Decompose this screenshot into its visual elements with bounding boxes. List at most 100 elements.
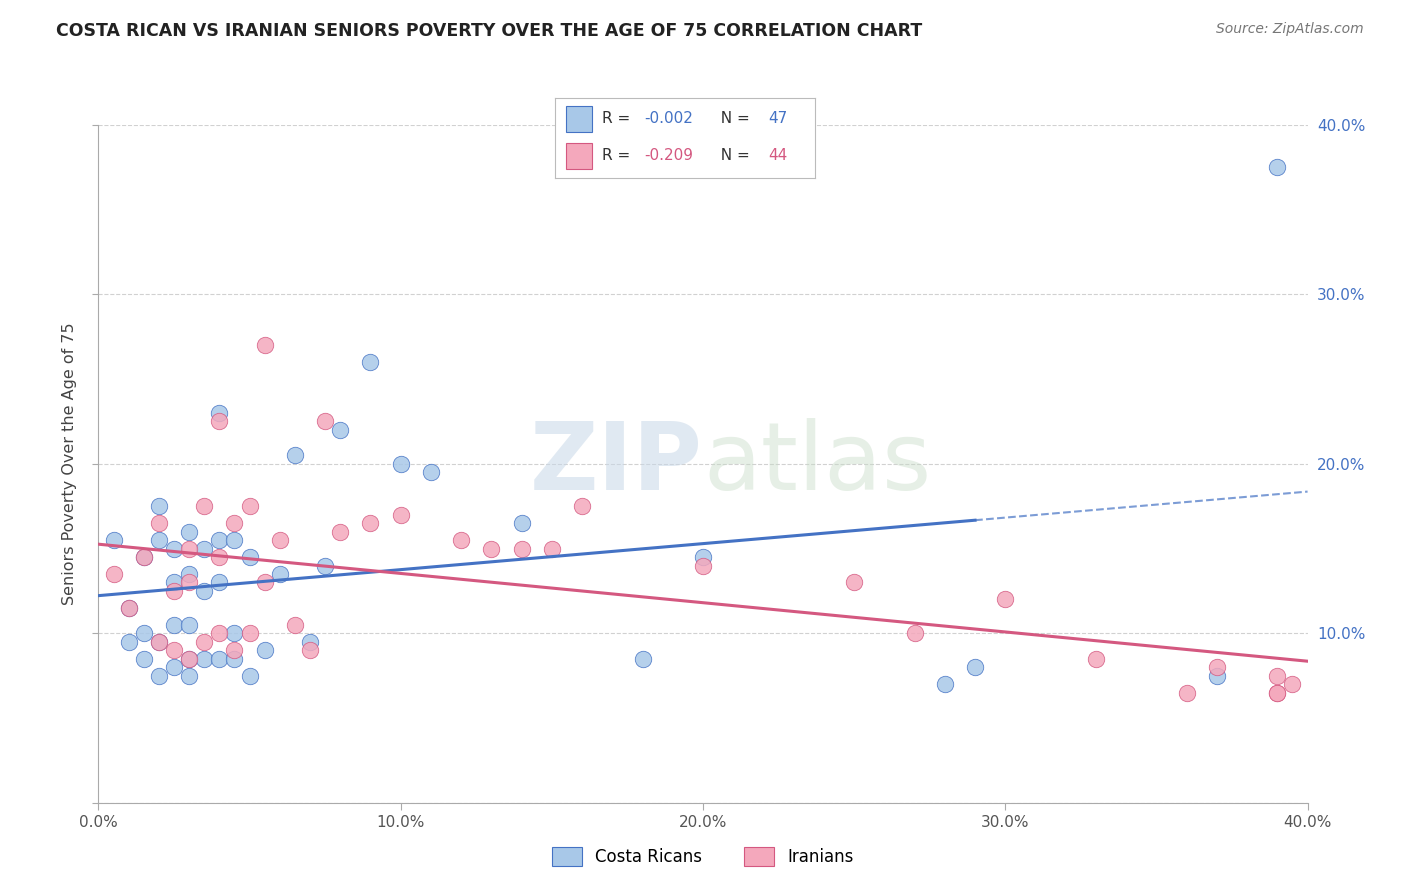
Point <box>965 660 987 674</box>
Point <box>163 584 186 599</box>
Bar <box>565 143 592 169</box>
Point <box>224 651 246 665</box>
Text: COSTA RICAN VS IRANIAN SENIORS POVERTY OVER THE AGE OF 75 CORRELATION CHART: COSTA RICAN VS IRANIAN SENIORS POVERTY O… <box>56 22 922 40</box>
Point <box>239 669 262 683</box>
Point <box>103 567 125 582</box>
Point <box>193 584 215 599</box>
Point <box>179 541 201 556</box>
Point <box>224 643 246 657</box>
Point <box>1267 161 1289 175</box>
Point <box>389 457 412 471</box>
Point <box>314 415 336 429</box>
Point <box>360 355 382 369</box>
Point <box>118 635 141 649</box>
Point <box>314 558 336 573</box>
Point <box>239 549 262 565</box>
Point <box>631 651 654 665</box>
Point <box>132 549 155 565</box>
Text: R =: R = <box>602 148 636 163</box>
Text: N =: N = <box>711 148 755 163</box>
Point <box>1267 685 1289 699</box>
Text: -0.209: -0.209 <box>644 148 693 163</box>
Point <box>450 533 472 548</box>
Point <box>1175 685 1198 699</box>
Point <box>179 575 201 590</box>
Point <box>132 651 155 665</box>
Point <box>148 500 170 514</box>
Point <box>179 567 201 582</box>
Point <box>253 643 276 657</box>
Point <box>571 500 593 514</box>
Point <box>179 651 201 665</box>
Point <box>224 626 246 640</box>
Text: R =: R = <box>602 112 636 127</box>
Point <box>193 635 215 649</box>
Point <box>934 677 956 691</box>
Point <box>208 533 231 548</box>
Point <box>118 601 141 615</box>
Point <box>179 651 201 665</box>
Point <box>148 533 170 548</box>
Point <box>208 406 231 420</box>
Point <box>163 643 186 657</box>
Point <box>284 618 307 632</box>
Point <box>179 669 201 683</box>
Y-axis label: Seniors Poverty Over the Age of 75: Seniors Poverty Over the Age of 75 <box>62 323 77 605</box>
Point <box>193 541 215 556</box>
Point <box>510 541 533 556</box>
Point <box>193 651 215 665</box>
Point <box>239 626 262 640</box>
Point <box>179 524 201 539</box>
Point <box>148 669 170 683</box>
Point <box>163 575 186 590</box>
Point <box>148 516 170 530</box>
Point <box>540 541 562 556</box>
Point <box>224 533 246 548</box>
Point <box>1281 677 1303 691</box>
Point <box>163 618 186 632</box>
Point <box>1267 685 1289 699</box>
Point <box>103 533 125 548</box>
Text: -0.002: -0.002 <box>644 112 693 127</box>
Text: Source: ZipAtlas.com: Source: ZipAtlas.com <box>1216 22 1364 37</box>
Point <box>148 635 170 649</box>
Point <box>329 423 352 437</box>
Point <box>163 660 186 674</box>
Point <box>253 338 276 352</box>
Point <box>844 575 866 590</box>
Point <box>163 541 186 556</box>
Text: ZIP: ZIP <box>530 417 703 510</box>
Point <box>284 449 307 463</box>
Point <box>208 651 231 665</box>
Point <box>224 516 246 530</box>
Point <box>329 524 352 539</box>
Point <box>269 567 291 582</box>
Point <box>208 626 231 640</box>
Point <box>692 549 714 565</box>
Point <box>420 466 443 480</box>
Text: 47: 47 <box>769 112 787 127</box>
Point <box>193 500 215 514</box>
Text: atlas: atlas <box>703 417 931 510</box>
Point <box>1085 651 1108 665</box>
Bar <box>565 106 592 132</box>
Point <box>239 500 262 514</box>
Point <box>118 601 141 615</box>
Point <box>389 508 412 522</box>
Point <box>299 635 322 649</box>
Point <box>360 516 382 530</box>
Point <box>132 549 155 565</box>
Point <box>299 643 322 657</box>
Point <box>1267 669 1289 683</box>
Point <box>208 575 231 590</box>
Point <box>481 541 503 556</box>
Point <box>269 533 291 548</box>
Point <box>904 626 927 640</box>
Legend: Costa Ricans, Iranians: Costa Ricans, Iranians <box>546 840 860 872</box>
Point <box>1206 660 1229 674</box>
Point <box>510 516 533 530</box>
Point <box>994 592 1017 607</box>
Point <box>692 558 714 573</box>
Text: N =: N = <box>711 112 755 127</box>
Point <box>208 415 231 429</box>
